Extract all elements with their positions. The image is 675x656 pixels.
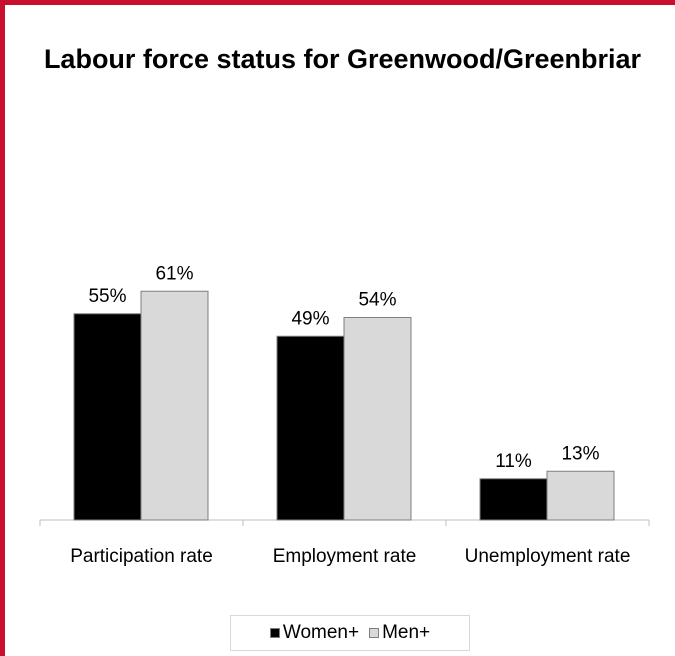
bar-women-3: [479, 478, 548, 521]
legend-swatch-men: [369, 628, 380, 638]
bar-women-1: [73, 313, 142, 521]
category-label-1: Participation rate: [70, 546, 213, 567]
data-label-women-2: 49%: [291, 308, 329, 329]
chart-plot: 55% 61% 49% 54% 11% 13%: [39, 263, 650, 526]
legend-label-men: Men+: [382, 622, 431, 643]
data-label-men-3: 13%: [561, 443, 599, 464]
legend-item-men: Men+: [369, 622, 430, 644]
category-label-3: Unemployment rate: [464, 546, 631, 567]
bar-men-2: [343, 317, 412, 521]
data-labels: 55% 61% 49% 54% 11% 13%: [88, 263, 599, 472]
legend-item-women: Women+: [269, 622, 360, 644]
legend: Women+ Men+: [230, 615, 470, 651]
bar-women-2: [276, 335, 345, 521]
category-label-2: Employment rate: [272, 546, 417, 567]
bars: [73, 290, 615, 521]
data-label-women-3: 11%: [495, 451, 532, 472]
bar-men-3: [546, 470, 615, 521]
chart-title: Labour force status for Greenwood/Greenb…: [43, 44, 642, 74]
bar-men-1: [140, 290, 209, 521]
data-label-men-1: 61%: [155, 263, 193, 284]
data-label-men-2: 54%: [358, 290, 396, 311]
data-label-women-1: 55%: [88, 286, 126, 307]
x-axis: [39, 519, 650, 526]
legend-swatch-women: [269, 628, 280, 638]
legend-label-women: Women+: [282, 622, 360, 643]
